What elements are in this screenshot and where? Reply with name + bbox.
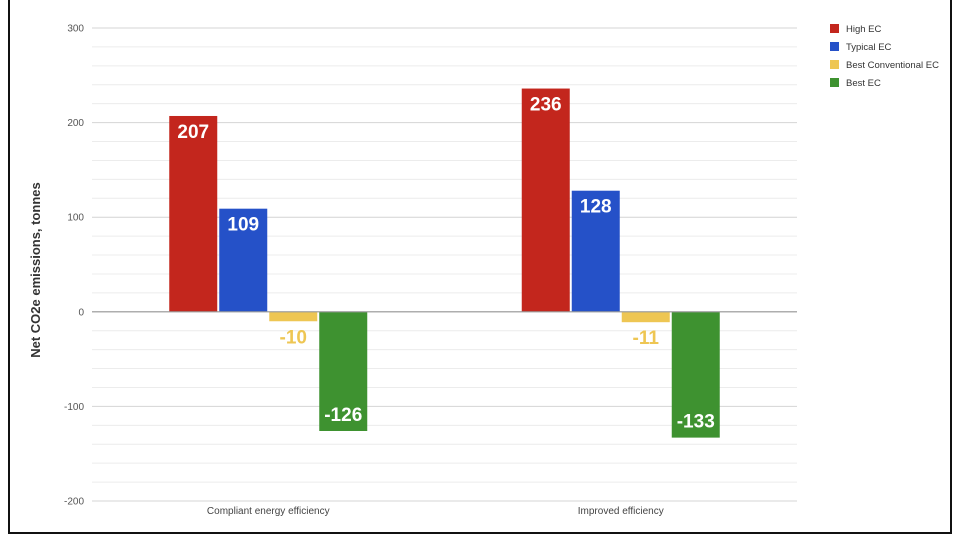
y-tick-label: 100: [67, 213, 84, 224]
legend-label: High EC: [846, 24, 882, 35]
legend-label: Best EC: [846, 78, 881, 89]
legend-swatch: [830, 78, 839, 87]
data-label: -10: [280, 327, 307, 348]
y-tick-label: -200: [64, 497, 84, 508]
y-tick-label: 200: [67, 118, 84, 129]
y-tick-label: 300: [67, 24, 84, 35]
legend-swatch: [830, 42, 839, 51]
legend-label: Typical EC: [846, 42, 892, 53]
data-label: 236: [530, 95, 562, 116]
bar: [269, 312, 317, 321]
bars: [169, 89, 720, 438]
bar: [169, 116, 217, 312]
y-axis-label: Net CO2e emissions, tonnes: [28, 182, 43, 358]
y-tick-label: 0: [78, 307, 84, 318]
y-tick-label: -100: [64, 402, 84, 413]
data-label: -11: [633, 328, 660, 349]
bar: [522, 89, 570, 312]
legend-swatch: [830, 24, 839, 33]
legend-label: Best Conventional EC: [846, 60, 939, 71]
data-label: 128: [580, 197, 612, 218]
x-category-label: Compliant energy efficiency: [207, 506, 330, 517]
data-label: 207: [177, 122, 209, 143]
data-label: -126: [324, 405, 362, 426]
data-label: 109: [227, 215, 259, 236]
legend: High EC Typical EC Best Conventional EC Bes…: [830, 24, 939, 89]
x-category-label: Improved efficiency: [578, 506, 664, 517]
legend-swatch: [830, 60, 839, 69]
bar: [622, 312, 670, 322]
data-label: -133: [677, 412, 715, 433]
y-axis-ticks: 300 200 100 0 -100 -200: [64, 24, 84, 508]
category-labels: Compliant energy efficiency Improved effi…: [207, 506, 664, 517]
